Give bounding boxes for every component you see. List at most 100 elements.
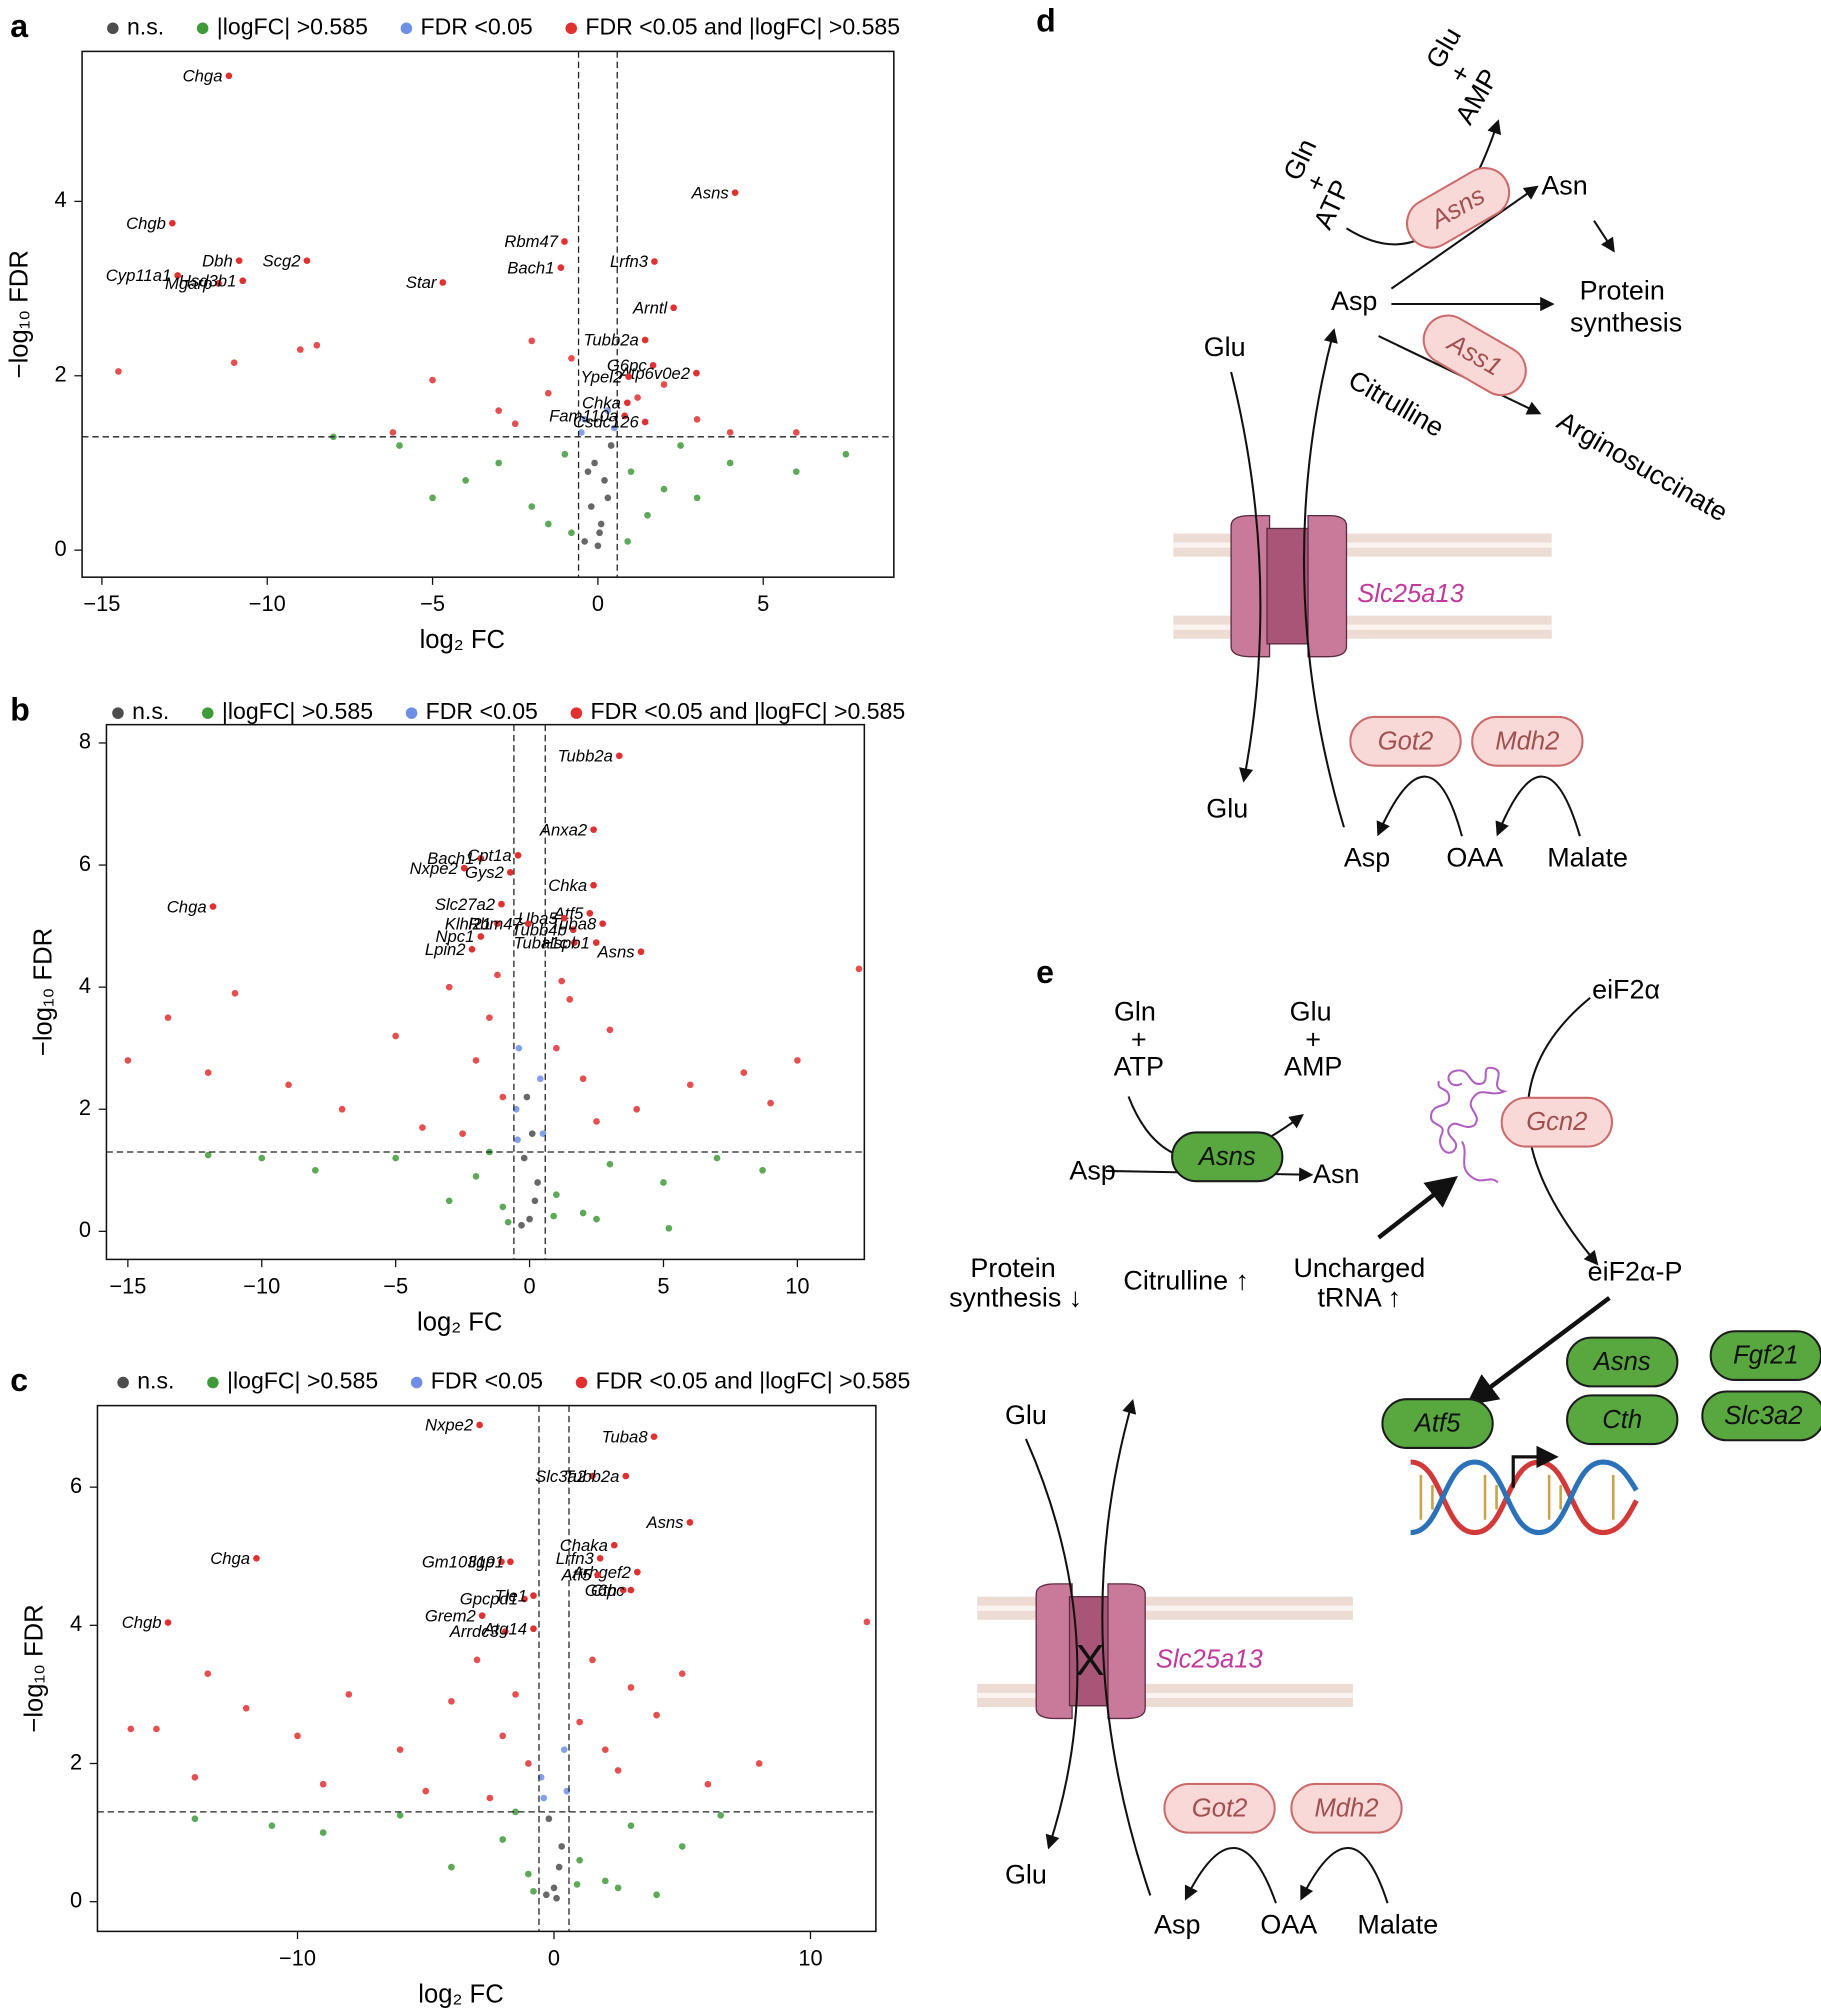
labeled-point xyxy=(235,257,243,264)
point xyxy=(597,520,605,528)
point xyxy=(601,1877,609,1885)
block-mark: X xyxy=(1075,1637,1104,1685)
labeled-point xyxy=(627,1586,635,1594)
labeled-point xyxy=(303,257,311,264)
x-tick-label: 10 xyxy=(798,1945,822,1970)
point xyxy=(624,538,631,545)
enzyme-label: Got2 xyxy=(1192,1794,1248,1822)
panel-label: a xyxy=(10,8,29,44)
gcn2-protein xyxy=(1430,1066,1508,1184)
point-label: Bach1 xyxy=(507,258,554,277)
point xyxy=(528,1130,536,1137)
point xyxy=(581,538,589,545)
shape xyxy=(1410,1459,1639,1536)
legend-swatch xyxy=(107,22,119,35)
point xyxy=(593,1215,600,1223)
point xyxy=(553,1191,560,1199)
legend-label: n.s. xyxy=(132,698,169,724)
diagram-label: tRNA ↑ xyxy=(1317,1282,1401,1312)
point xyxy=(191,1815,199,1823)
point-label: Chga xyxy=(167,897,207,916)
labeled-point xyxy=(641,336,649,344)
point-label: Anxa2 xyxy=(539,820,588,839)
point-label: Gpcpd1 xyxy=(460,1590,518,1609)
labeled-point xyxy=(169,219,176,227)
point xyxy=(601,477,608,484)
legend-swatch xyxy=(565,22,578,35)
diagram-label: Arginosuccinate xyxy=(1552,406,1733,528)
point-label: Dbh xyxy=(202,251,233,270)
x-tick-label: 5 xyxy=(657,1273,669,1298)
point-label: Tuba8 xyxy=(550,914,597,933)
point xyxy=(558,977,566,985)
x-tick-label: −5 xyxy=(383,1273,408,1298)
point xyxy=(124,1057,132,1064)
arrow xyxy=(1300,1847,1389,1904)
point-label: Grem2 xyxy=(425,1606,477,1625)
point-label: Atf5 xyxy=(561,1566,592,1585)
point xyxy=(596,529,603,537)
point xyxy=(678,1670,686,1678)
labeled-point xyxy=(507,1558,514,1566)
point xyxy=(230,359,238,367)
point xyxy=(579,1075,587,1083)
shape xyxy=(1107,1583,1146,1720)
transporter-label: Slc25a13 xyxy=(1156,1646,1264,1674)
legend-swatch xyxy=(112,707,124,719)
plot-frame xyxy=(81,50,895,578)
point xyxy=(285,1081,292,1089)
point xyxy=(231,989,239,997)
plot-frame xyxy=(105,723,866,1261)
shape xyxy=(1173,542,1552,548)
point xyxy=(294,1732,301,1740)
enzyme-pill xyxy=(1163,1782,1276,1834)
point xyxy=(499,1203,507,1211)
point xyxy=(523,1093,531,1101)
arrow xyxy=(1390,185,1539,290)
enzyme-label: Got2 xyxy=(1378,727,1434,755)
point-label: Slc3a2 xyxy=(535,1467,587,1486)
diagram-label: Gln xyxy=(1114,996,1156,1026)
point xyxy=(536,1075,544,1083)
point xyxy=(525,1870,532,1878)
diagram-label: Glu xyxy=(1290,996,1332,1026)
diagram-label: eiF2α xyxy=(1592,975,1660,1005)
diagram-label: synthesis xyxy=(1570,308,1682,338)
enzyme-label: Atf5 xyxy=(1413,1410,1461,1438)
point xyxy=(495,407,503,414)
shape xyxy=(977,1692,1353,1698)
panel-label: c xyxy=(10,1362,28,1398)
point xyxy=(153,1725,160,1733)
point xyxy=(514,1136,521,1144)
point-label: Hsd3b1 xyxy=(179,271,236,290)
point-label: Chaka xyxy=(560,1536,608,1555)
y-axis-label: −log₁₀ FDR xyxy=(21,1604,49,1732)
shape xyxy=(1419,1474,1615,1520)
point-label: Cth xyxy=(591,1581,617,1600)
point-label: Hspb1 xyxy=(542,933,590,952)
point xyxy=(693,416,701,423)
legend-swatch xyxy=(570,707,583,719)
enzyme-pill xyxy=(1381,1398,1494,1449)
point xyxy=(653,1711,660,1719)
y-tick-label: 6 xyxy=(79,851,91,876)
arrow xyxy=(1184,1847,1277,1904)
point-label: Csdc126 xyxy=(573,413,639,432)
enzyme-label: Cth xyxy=(1602,1406,1642,1434)
labeled-point xyxy=(477,855,485,862)
point xyxy=(568,354,575,362)
legend-label: n.s. xyxy=(127,13,164,39)
x-tick-label: −5 xyxy=(420,591,445,616)
point xyxy=(558,1843,566,1850)
point xyxy=(606,1160,614,1168)
arrow xyxy=(1465,1296,1611,1406)
point-label: Fam110a xyxy=(549,407,618,426)
point-label: Arrdc3 xyxy=(449,1622,500,1641)
x-tick-label: −15 xyxy=(109,1273,146,1298)
labeled-point xyxy=(592,939,600,946)
point xyxy=(593,1118,600,1125)
labeled-point xyxy=(174,272,181,279)
point-label: Bach1 xyxy=(427,849,474,868)
labeled-point xyxy=(590,881,597,889)
point xyxy=(794,1057,801,1064)
